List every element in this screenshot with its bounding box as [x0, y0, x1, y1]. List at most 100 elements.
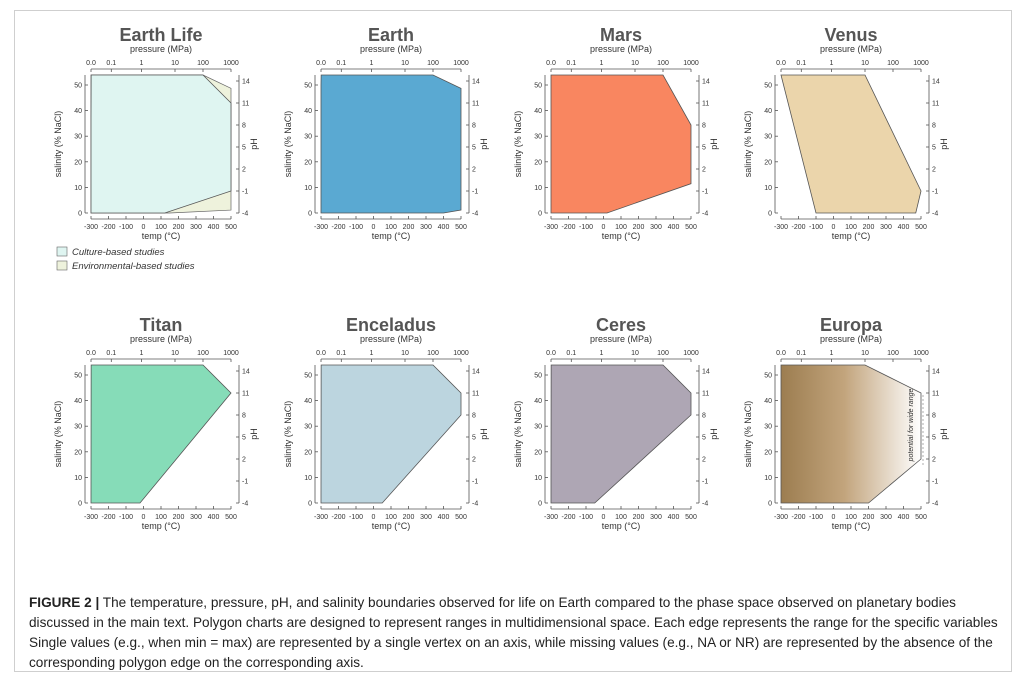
ph-tick-label: 14 — [702, 79, 710, 86]
temp-tick-label: 300 — [880, 514, 892, 521]
ph-tick-label: 2 — [242, 167, 246, 174]
data-polygon — [550, 364, 692, 504]
salinity-tick-label: 50 — [304, 373, 312, 380]
ph-axis-label: pH — [249, 138, 259, 150]
pressure-tick-label: 1 — [599, 60, 603, 67]
temp-tick-label: -300 — [774, 224, 788, 231]
ph-tick-label: -1 — [932, 479, 938, 486]
ph-tick-label: 5 — [242, 435, 246, 442]
pressure-tick-label: 10 — [401, 60, 409, 67]
temp-tick-label: -100 — [119, 224, 133, 231]
salinity-tick-label: 0 — [78, 211, 82, 218]
salinity-tick-label: 20 — [304, 449, 312, 456]
ph-tick-label: -4 — [702, 501, 708, 508]
salinity-tick-label: 10 — [304, 185, 312, 192]
legend-label-environmental: Environmental-based studies — [72, 261, 195, 272]
ph-axis-label: pH — [479, 428, 489, 440]
temp-tick-label: -200 — [791, 224, 805, 231]
ph-tick-label: 5 — [932, 145, 936, 152]
ph-tick-label: -4 — [472, 501, 478, 508]
pressure-axis-label: pressure (MPa) — [590, 44, 652, 54]
salinity-tick-label: 50 — [304, 83, 312, 90]
ph-tick-label: -4 — [702, 211, 708, 218]
pressure-axis-label: pressure (MPa) — [130, 44, 192, 54]
ph-tick-label: 14 — [932, 369, 940, 376]
temp-tick-label: 500 — [915, 224, 927, 231]
pressure-tick-label: 0.0 — [546, 350, 556, 357]
temp-tick-label: 400 — [208, 514, 220, 521]
temp-axis-label: temp (°C) — [142, 521, 181, 531]
ph-tick-label: 2 — [472, 457, 476, 464]
salinity-tick-label: 40 — [74, 398, 82, 405]
chart-title: Earth — [368, 25, 414, 45]
salinity-tick-label: 30 — [304, 424, 312, 431]
europa-annotation: potential for wide range — [908, 389, 915, 463]
temp-tick-label: 200 — [863, 224, 875, 231]
ph-tick-label: -1 — [472, 189, 478, 196]
temp-tick-label: 400 — [438, 514, 450, 521]
temp-tick-label: 400 — [438, 224, 450, 231]
temp-tick-label: -300 — [314, 224, 328, 231]
ph-tick-label: -1 — [242, 189, 248, 196]
pressure-tick-label: 1 — [139, 60, 143, 67]
temp-tick-label: -100 — [809, 224, 823, 231]
ph-tick-label: 5 — [932, 435, 936, 442]
ph-tick-label: 8 — [932, 123, 936, 130]
salinity-tick-label: 10 — [304, 475, 312, 482]
chart-title: Europa — [820, 315, 883, 335]
ph-axis-label: pH — [249, 428, 259, 440]
ph-axis-label: pH — [939, 428, 949, 440]
temp-tick-label: 100 — [615, 514, 627, 521]
temp-tick-label: -200 — [331, 514, 345, 521]
temp-tick-label: -300 — [774, 514, 788, 521]
salinity-tick-label: 50 — [74, 83, 82, 90]
pressure-tick-label: 0.0 — [776, 350, 786, 357]
salinity-tick-label: 0 — [768, 501, 772, 508]
salinity-tick-label: 50 — [764, 83, 772, 90]
temp-tick-label: -200 — [561, 514, 575, 521]
temp-tick-label: 100 — [155, 514, 167, 521]
salinity-tick-label: 10 — [74, 475, 82, 482]
pressure-tick-label: 100 — [887, 60, 899, 67]
temp-axis-label: temp (°C) — [602, 521, 641, 531]
temp-tick-label: -100 — [579, 514, 593, 521]
salinity-axis-label: salinity (% NaCl) — [53, 401, 63, 468]
ph-tick-label: 5 — [702, 435, 706, 442]
salinity-tick-label: 10 — [534, 185, 542, 192]
temp-tick-label: 0 — [602, 514, 606, 521]
ph-axis-label: pH — [479, 138, 489, 150]
salinity-tick-label: 40 — [534, 108, 542, 115]
temp-tick-label: -100 — [349, 514, 363, 521]
ph-tick-label: 11 — [472, 101, 479, 108]
pressure-tick-label: 10 — [861, 350, 869, 357]
ph-tick-label: -4 — [242, 211, 248, 218]
chart-title: Mars — [600, 25, 642, 45]
caption-label: FIGURE 2 | — [29, 595, 100, 610]
pressure-tick-label: 0.1 — [106, 350, 116, 357]
ph-tick-label: 14 — [242, 79, 250, 86]
temp-axis-label: temp (°C) — [372, 231, 411, 241]
data-polygon — [90, 364, 232, 504]
salinity-tick-label: 0 — [538, 501, 542, 508]
ph-tick-label: -1 — [242, 479, 248, 486]
legend-swatch-culture — [56, 246, 68, 257]
temp-tick-label: 100 — [385, 514, 397, 521]
pressure-tick-label: 0.1 — [106, 60, 116, 67]
ph-tick-label: 11 — [242, 391, 249, 398]
pressure-tick-label: 0.0 — [316, 350, 326, 357]
pressure-tick-label: 1000 — [683, 60, 699, 67]
ph-axis-label: pH — [709, 138, 719, 150]
ph-tick-label: 8 — [472, 413, 476, 420]
temp-tick-label: 100 — [385, 224, 397, 231]
temp-tick-label: 400 — [898, 224, 910, 231]
temp-axis-label: temp (°C) — [832, 521, 871, 531]
ph-tick-label: 2 — [702, 167, 706, 174]
data-polygon — [90, 74, 232, 214]
ph-tick-label: -1 — [472, 479, 478, 486]
salinity-tick-label: 20 — [534, 449, 542, 456]
temp-tick-label: 300 — [650, 224, 662, 231]
salinity-axis-label: salinity (% NaCl) — [743, 111, 753, 178]
pressure-tick-label: 100 — [657, 60, 669, 67]
temp-tick-label: 300 — [420, 224, 432, 231]
